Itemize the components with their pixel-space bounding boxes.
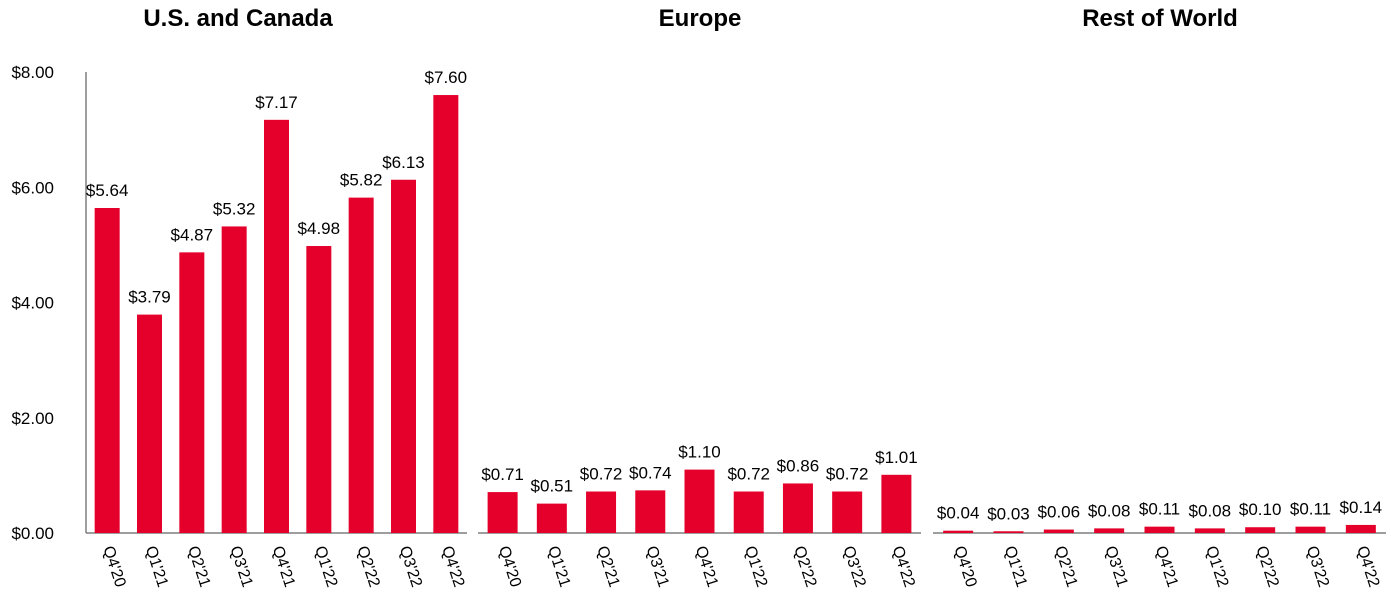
bar: [433, 95, 459, 534]
data-label: $0.10: [1239, 500, 1282, 519]
x-tick-label: Q2'21: [593, 544, 622, 589]
data-label: $0.08: [1189, 501, 1232, 520]
bar: [881, 474, 912, 533]
bar: [586, 491, 617, 533]
x-tick-label: Q3'22: [1303, 544, 1332, 589]
x-tick-label: Q1'21: [544, 544, 573, 589]
bar: [943, 530, 974, 533]
x-tick-label: Q2'21: [184, 544, 213, 589]
x-tick-label: Q3'21: [1101, 544, 1130, 589]
bar: [1194, 528, 1225, 533]
x-tick-label: Q3'22: [396, 544, 425, 589]
data-label: $0.11: [1139, 500, 1180, 519]
data-label: $7.60: [425, 68, 468, 87]
data-label: $0.14: [1340, 498, 1383, 517]
bar: [684, 469, 715, 533]
bar: [782, 483, 813, 533]
bar: [306, 246, 332, 533]
panel-title: U.S. and Canada: [143, 5, 333, 32]
x-tick-label: Q2'21: [1051, 544, 1080, 589]
bar: [137, 314, 162, 533]
x-tick-label: Q4'21: [692, 544, 721, 589]
data-label: $0.74: [629, 463, 672, 482]
data-label: $5.32: [213, 199, 256, 218]
panel-title: Rest of World: [1082, 5, 1238, 32]
x-tick-label: Q4'20: [495, 544, 524, 589]
bar: [94, 207, 120, 533]
x-tick-label: Q4'21: [269, 544, 298, 589]
x-tick-label: Q3'22: [839, 544, 868, 589]
data-label: $5.64: [86, 181, 129, 200]
bar: [1295, 526, 1326, 533]
x-tick-label: Q3'21: [642, 544, 671, 589]
data-label: $5.82: [340, 171, 383, 190]
x-tick-label: Q2'22: [353, 544, 382, 589]
bar: [733, 491, 764, 533]
bar: [1345, 524, 1376, 533]
y-tick-label: $2.00: [11, 409, 54, 428]
bar: [391, 179, 416, 534]
data-label: $0.72: [727, 465, 770, 484]
x-tick-label: Q4'22: [438, 544, 467, 589]
x-tick-label: Q1'21: [1001, 544, 1030, 589]
bar: [1245, 527, 1276, 533]
data-label: $0.72: [580, 465, 623, 484]
bar: [487, 492, 518, 533]
bar: [536, 503, 567, 533]
x-tick-label: Q4'22: [889, 544, 918, 589]
data-label: $1.01: [875, 448, 918, 467]
data-label: $0.86: [777, 456, 820, 475]
data-label: $0.04: [937, 504, 980, 523]
data-label: $1.10: [678, 443, 721, 462]
x-tick-label: Q2'22: [790, 544, 819, 589]
data-label: $7.17: [255, 93, 298, 112]
x-tick-label: Q4'22: [1353, 544, 1382, 589]
y-tick-label: $4.00: [11, 294, 54, 313]
data-label: $0.71: [481, 465, 524, 484]
y-tick-label: $6.00: [11, 178, 54, 197]
bar: [1144, 526, 1175, 533]
data-label: $4.87: [171, 225, 214, 244]
x-tick-label: Q1'21: [142, 544, 171, 589]
data-label: $4.98: [298, 219, 341, 238]
data-label: $0.72: [826, 465, 869, 484]
data-label: $0.51: [531, 477, 574, 496]
bar: [832, 491, 863, 533]
x-tick-label: Q1'22: [741, 544, 770, 589]
data-label: $0.08: [1088, 501, 1131, 520]
bar: [179, 252, 205, 533]
bar: [1094, 528, 1125, 533]
data-label: $0.06: [1038, 503, 1081, 522]
data-label: $3.79: [128, 288, 171, 307]
y-tick-label: $0.00: [11, 524, 54, 543]
x-tick-label: Q4'20: [950, 544, 979, 589]
bar: [348, 197, 374, 533]
bar: [635, 490, 666, 533]
x-tick-label: Q2'22: [1252, 544, 1281, 589]
x-tick-label: Q1'22: [1202, 544, 1231, 589]
bar: [221, 226, 247, 533]
data-label: $0.11: [1290, 500, 1331, 519]
data-label: $0.03: [987, 504, 1030, 523]
data-label: $6.13: [382, 153, 425, 172]
bar: [264, 119, 289, 534]
y-tick-label: $8.00: [11, 63, 54, 82]
bar: [993, 531, 1024, 533]
bar: [1043, 529, 1074, 533]
x-tick-label: Q4'20: [99, 544, 128, 589]
x-tick-label: Q1'22: [311, 544, 340, 589]
panel-title: Europe: [659, 5, 742, 32]
x-tick-label: Q3'21: [226, 544, 255, 589]
x-tick-label: Q4'21: [1152, 544, 1181, 589]
